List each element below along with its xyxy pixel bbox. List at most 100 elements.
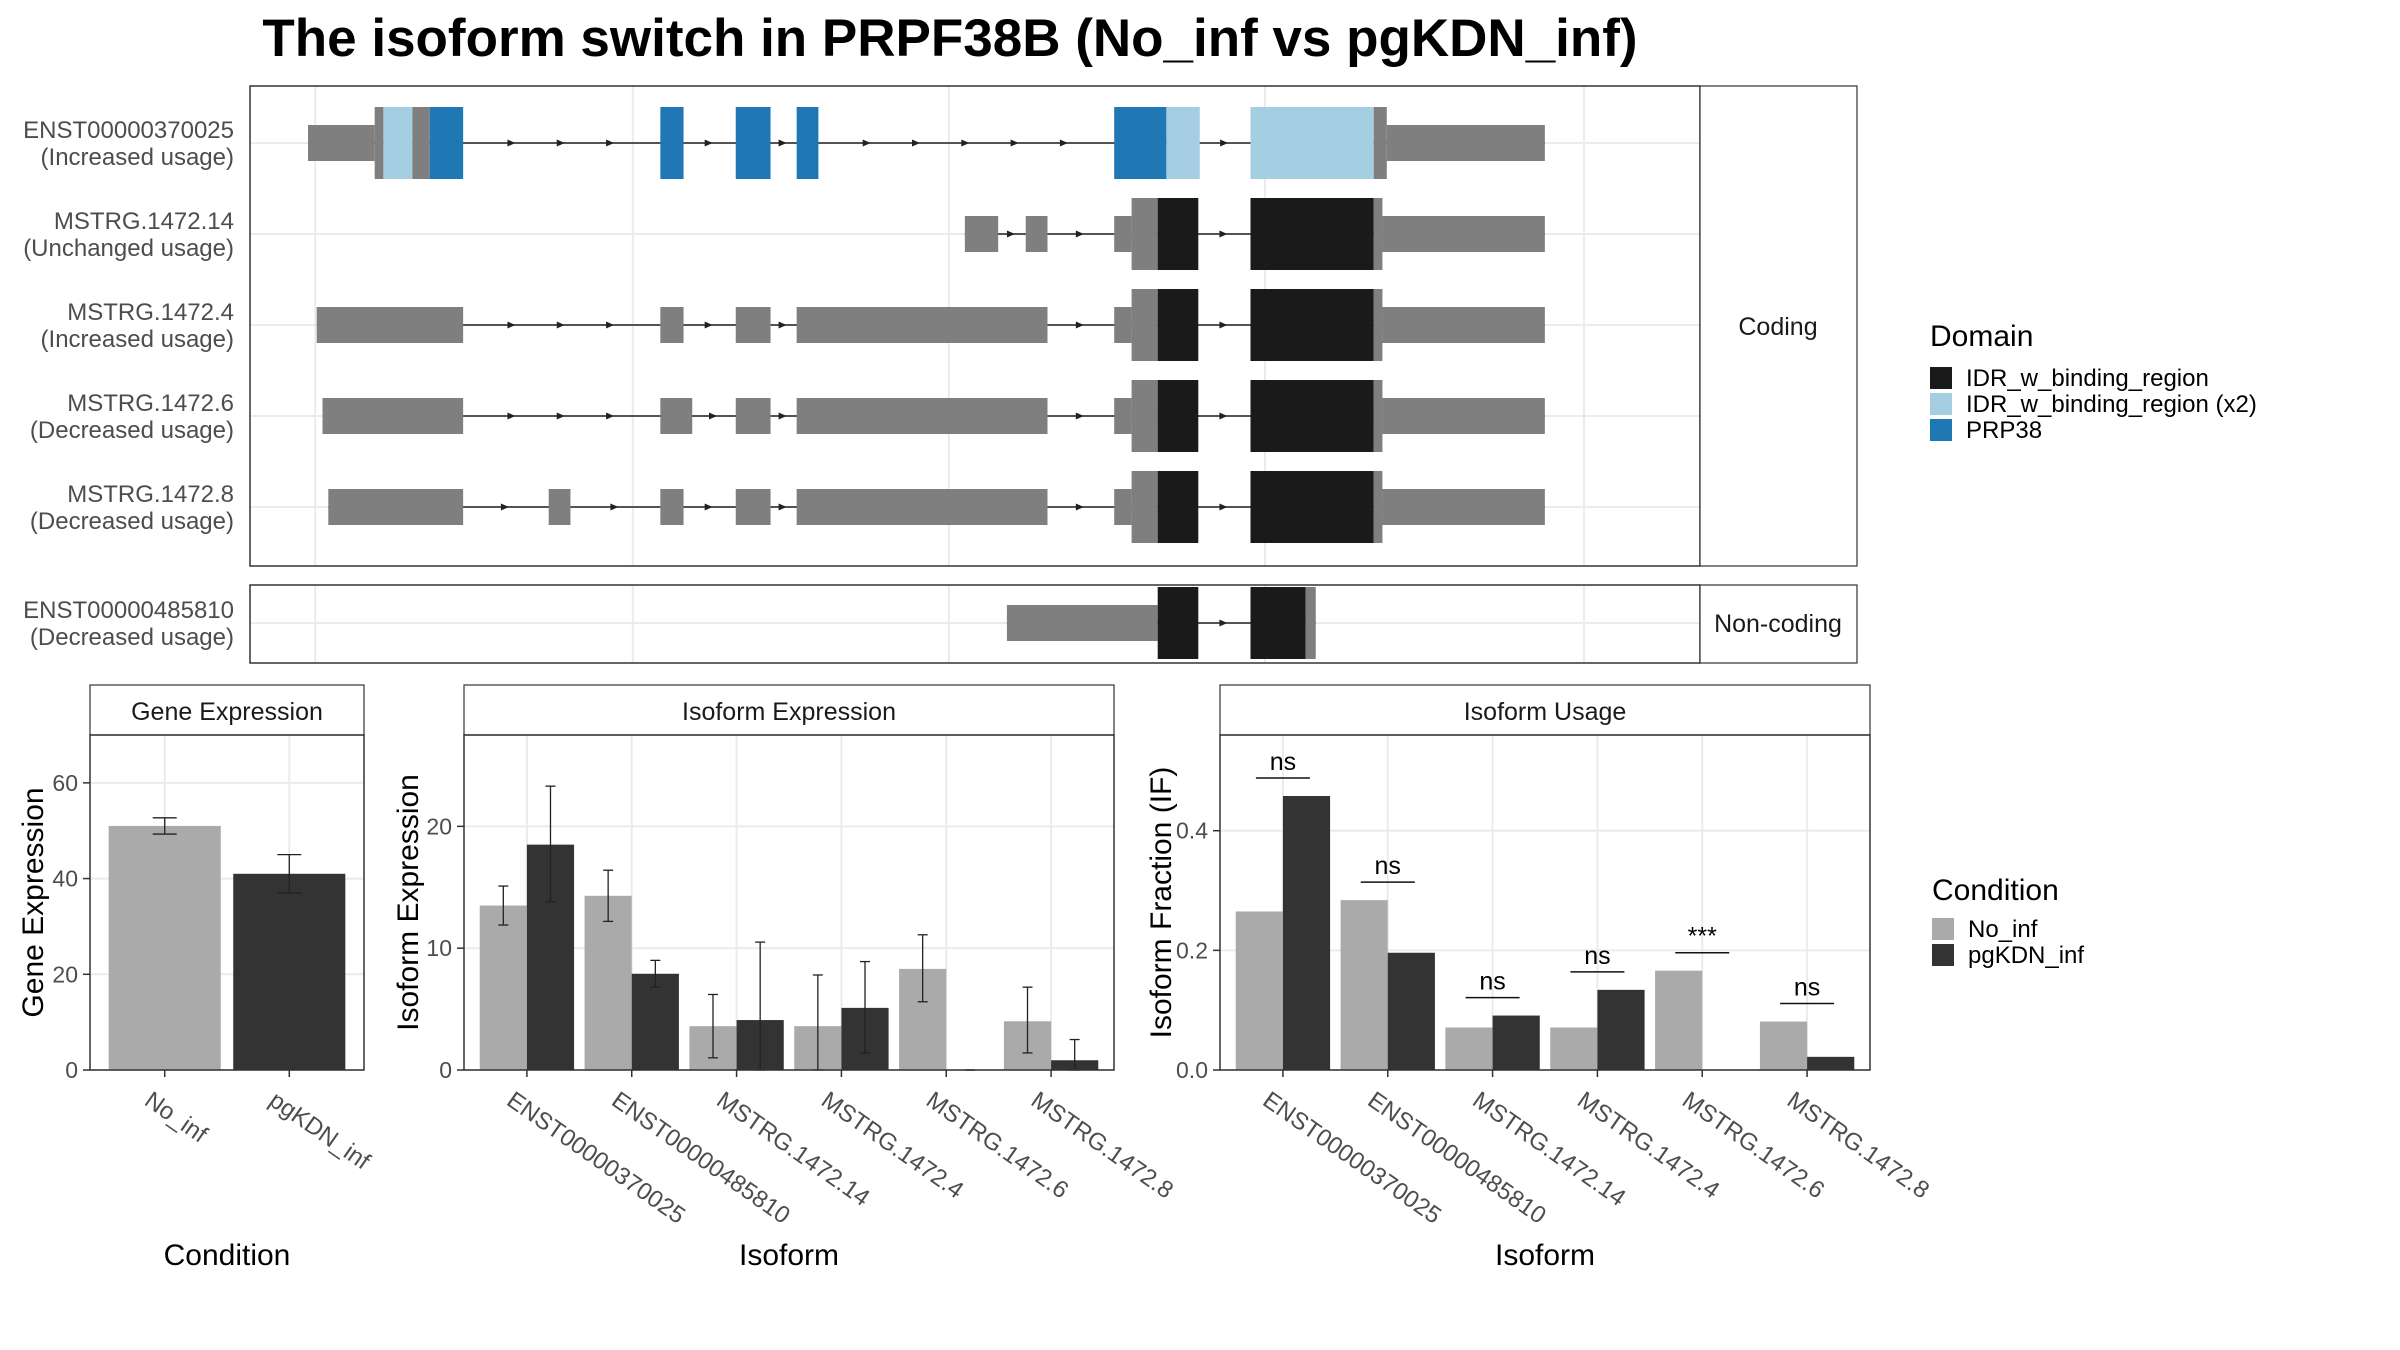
exon [548,489,571,525]
facet-label-coding: Coding [1738,313,1817,341]
transcript-id-label: MSTRG.1472.8 [67,481,234,508]
exon [1382,307,1545,343]
strand-arrow [610,503,619,511]
transcript-id-label: MSTRG.1472.14 [54,208,234,235]
facet-label-noncoding: Non-coding [1714,610,1842,638]
strand-arrow [709,412,717,420]
exon [1131,198,1158,270]
bar [1282,796,1331,1070]
x-tick-label: ENST00000485810 [607,1087,795,1230]
transcript-track [328,471,1545,543]
strand-arrow [1219,619,1228,627]
strand-arrow [778,503,787,511]
domain-exon [383,107,413,179]
exon [1373,380,1383,452]
bar [631,973,679,1070]
y-axis-label: Isoform Fraction (IF) [1145,767,1178,1039]
strand-arrow [606,321,615,329]
x-tick-label: ENST00000370025 [1258,1087,1446,1230]
exon [1382,489,1545,525]
facet-strip-noncoding [1699,584,1858,664]
bar [233,873,346,1070]
transcript-usage-label: (Decreased usage) [30,508,234,535]
exon [316,307,464,343]
transcript-usage-label: (Increased usage) [41,144,234,171]
panel-strip [1219,684,1871,736]
strand-arrow [606,412,615,420]
y-tick-label: 40 [52,866,78,892]
exon [412,107,430,179]
exon [1131,471,1158,543]
exon [660,489,684,525]
transcript-id-label: MSTRG.1472.4 [67,299,234,326]
transcript-track [316,289,1545,361]
strand-arrow [912,139,920,147]
exon [735,489,771,525]
domain-exon [1250,471,1374,543]
strand-arrow [1075,230,1084,238]
domain-exon [1250,289,1374,361]
panel-border [1219,734,1871,1071]
bar [1340,900,1388,1070]
domain-exon [1250,198,1374,270]
legend-label: No_inf [1968,916,2038,943]
bar-charts: Gene Expression 0 20 40 60 No_inf pgKDN_inf Gen… [17,684,1934,1272]
transcript-usage-label: (Decreased usage) [30,624,234,651]
exon [1373,107,1387,179]
transcript-id-label: ENST00000485810 [23,597,234,624]
strand-arrow [704,321,713,329]
y-tick-label: 20 [426,813,452,839]
bar-panel: Isoform Expression 0 10 20 ENST00000370025EN… [392,684,1178,1272]
x-axis-label: Isoform [1495,1239,1595,1272]
figure-title: The isoform switch in PRPF38B (No_inf vs… [262,9,1637,68]
strand-arrow [862,139,871,147]
legend-swatch [1932,944,1954,966]
x-tick-label: ENST00000370025 [502,1087,690,1230]
strand-arrow [778,321,787,329]
strand-arrow [1219,412,1228,420]
strand-arrow [704,503,713,511]
exon [1114,216,1132,252]
strand-arrow [704,139,713,147]
exon [1382,398,1545,434]
bar [1235,911,1283,1070]
exon [1114,398,1132,434]
exon [1373,289,1383,361]
transcript-id-label: MSTRG.1472.6 [67,390,234,417]
domain-exon [1157,587,1199,659]
exon [374,107,384,179]
domain-exon [796,107,819,179]
bar [1387,952,1435,1070]
legend-label: PRP38 [1966,417,2042,444]
exon [328,489,464,525]
significance-label: ns [1270,748,1296,776]
strand-arrow [1219,321,1228,329]
significance-label: ns [1584,942,1610,970]
bar-panel: Gene Expression 0 20 40 60 No_inf pgKDN_inf Gen… [17,684,375,1272]
exon [1373,471,1383,543]
significance-label: ns [1479,968,1505,996]
strand-arrow [507,321,516,329]
exon [660,398,693,434]
legend-swatch [1930,367,1952,389]
strand-arrow [606,139,615,147]
strand-arrow [556,139,565,147]
strand-arrow [1006,230,1015,238]
exon [1305,587,1316,659]
legends: Domain IDR_w_binding_regionIDR_w_binding_… [1930,320,2257,969]
domain-exon [1157,198,1199,270]
exon [322,398,464,434]
strand-arrow [507,139,516,147]
domain-exon [660,107,684,179]
y-tick-label: 10 [426,935,452,961]
strand-arrow [961,139,970,147]
y-tick-label: 0.0 [1176,1057,1208,1083]
domain-exon [1250,587,1306,659]
transcript-track [322,380,1545,452]
transcript-structure-plot: ENST00000370025(Increased usage)MSTRG.14… [23,85,1858,664]
significance-label: ns [1794,974,1820,1002]
facet-strip-coding [1699,85,1858,567]
bar [1597,989,1645,1070]
strand-arrow [1010,139,1019,147]
